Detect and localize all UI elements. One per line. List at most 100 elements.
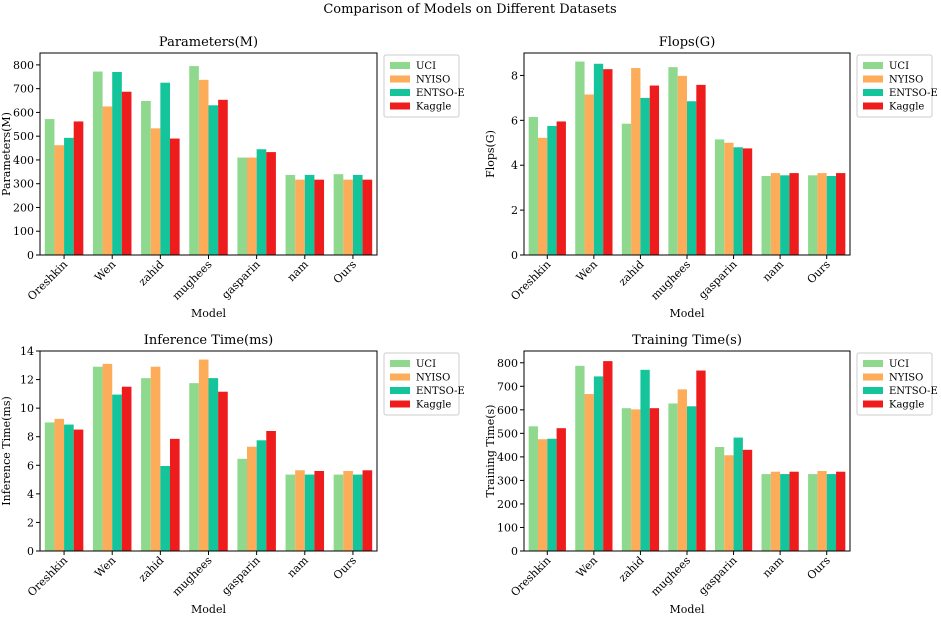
bar-kaggle-mughees xyxy=(696,370,706,551)
y-tick-label: 200 xyxy=(497,498,518,511)
legend-swatch-entso-e xyxy=(863,89,883,96)
bar-uci-wen xyxy=(575,61,585,255)
legend-swatch-nyiso xyxy=(390,75,410,83)
y-tick-label: 300 xyxy=(497,474,518,487)
bar-kaggle-ours xyxy=(836,173,846,255)
y-tick-label: 600 xyxy=(13,106,34,119)
bar-entso-e-ours xyxy=(826,474,837,551)
bar-kaggle-ours xyxy=(362,470,373,551)
y-tick-label: 2 xyxy=(511,204,518,217)
chart-title: Training Time(s) xyxy=(632,333,742,348)
bar-uci-mughees xyxy=(189,383,199,551)
bar-entso-e-zahid xyxy=(160,466,170,551)
legend-label-entso-e: ENTSO-E xyxy=(889,88,938,99)
bar-uci-oreshkin xyxy=(528,116,538,255)
bar-nyiso-gasparin xyxy=(724,455,734,551)
bar-kaggle-wen xyxy=(603,361,613,551)
bar-nyiso-mughees xyxy=(677,389,687,551)
x-tick-label-wen: Wen xyxy=(574,554,600,580)
x-tick-label-oreshkin: Oreshkin xyxy=(25,258,70,303)
bar-uci-nam xyxy=(285,474,296,551)
chart-flops-g: 0 2 4 6 8 Oreshkin Wen zahid mughees gasparin nam O… xyxy=(484,35,938,320)
bar-uci-ours xyxy=(808,175,818,255)
y-tick-label: 400 xyxy=(497,451,518,464)
bar-entso-e-ours xyxy=(826,176,837,255)
bar-entso-e-nam xyxy=(780,474,790,551)
y-tick-label: 14 xyxy=(20,345,34,358)
bar-uci-oreshkin xyxy=(528,426,538,551)
y-tick-label: 600 xyxy=(497,404,518,417)
y-axis-label: Inference Time(ms) xyxy=(0,396,13,505)
bar-kaggle-gasparin xyxy=(742,148,753,255)
bar-uci-wen xyxy=(575,365,585,551)
x-tick-label-zahid: zahid xyxy=(136,258,166,288)
x-tick-label-nam: nam xyxy=(760,554,787,581)
bar-uci-zahid xyxy=(621,123,632,255)
legend-label-entso-e: ENTSO-E xyxy=(416,88,465,99)
legend-swatch-nyiso xyxy=(863,75,883,83)
bar-kaggle-mughees xyxy=(218,99,228,255)
bar-entso-e-mughees xyxy=(687,101,697,255)
bar-kaggle-wen xyxy=(121,386,132,551)
bar-uci-gasparin xyxy=(237,157,248,255)
legend-swatch-entso-e xyxy=(390,387,410,394)
bar-kaggle-mughees xyxy=(696,84,706,256)
y-tick-label: 800 xyxy=(13,59,34,72)
bar-nyiso-ours xyxy=(343,179,353,255)
legend-label-uci: UCI xyxy=(416,359,436,370)
x-tick-label-mughees: mughees xyxy=(170,554,215,599)
legend-swatch-kaggle xyxy=(390,400,410,408)
x-tick-label-oreshkin: Oreshkin xyxy=(508,554,553,599)
y-tick-label: 500 xyxy=(497,427,518,440)
y-tick-label: 100 xyxy=(497,521,518,534)
bar-entso-e-gasparin xyxy=(733,147,743,255)
x-tick-label-zahid: zahid xyxy=(616,258,646,288)
legend-label-uci: UCI xyxy=(889,61,909,72)
chart-training-time-s: 0 100 200 300 400 500 600 700 800 Oreshkin Wen zahi… xyxy=(484,333,938,616)
bar-entso-e-mughees xyxy=(208,105,219,255)
legend-label-nyiso: NYISO xyxy=(889,373,923,384)
x-tick-label-ours: Ours xyxy=(331,258,360,287)
x-axis-label: Model xyxy=(670,603,705,616)
legend: UCI NYISO ENTSO-E Kaggle xyxy=(383,54,465,118)
y-tick-label: 800 xyxy=(497,357,518,370)
bar-kaggle-zahid xyxy=(169,438,180,551)
legend-label-uci: UCI xyxy=(889,359,909,370)
legend: UCI NYISO ENTSO-E Kaggle xyxy=(856,54,938,118)
y-tick-label: 4 xyxy=(511,159,518,172)
bar-uci-ours xyxy=(808,474,818,551)
bar-entso-e-oreshkin xyxy=(547,125,557,255)
bar-kaggle-mughees xyxy=(218,391,228,551)
bar-nyiso-wen xyxy=(102,363,113,551)
bar-nyiso-mughees xyxy=(677,75,687,255)
bar-nyiso-nam xyxy=(770,173,781,255)
bar-nyiso-oreshkin xyxy=(537,137,548,255)
y-tick-label: 700 xyxy=(13,83,34,96)
x-tick-label-gasparin: gasparin xyxy=(696,258,740,302)
bar-nyiso-zahid xyxy=(150,366,161,551)
bar-uci-gasparin xyxy=(714,447,725,551)
x-tick-label-gasparin: gasparin xyxy=(696,554,740,598)
y-tick-label: 6 xyxy=(511,114,518,127)
bar-entso-e-zahid xyxy=(640,97,650,255)
chart-title: Parameters(M) xyxy=(159,35,258,50)
y-tick-label: 300 xyxy=(13,178,34,191)
x-tick-label-gasparin: gasparin xyxy=(219,258,263,302)
x-tick-label-nam: nam xyxy=(760,258,787,285)
y-tick-label: 400 xyxy=(13,154,34,167)
y-tick-label: 6 xyxy=(27,459,34,472)
bar-entso-e-oreshkin xyxy=(64,137,74,255)
x-tick-label-oreshkin: Oreshkin xyxy=(508,258,553,303)
bar-kaggle-zahid xyxy=(169,138,180,255)
bar-nyiso-zahid xyxy=(631,409,641,551)
x-tick-label-zahid: zahid xyxy=(616,554,646,584)
legend-label-kaggle: Kaggle xyxy=(416,400,451,411)
y-tick-label: 10 xyxy=(20,402,34,415)
bar-uci-zahid xyxy=(621,408,632,551)
legend-label-kaggle: Kaggle xyxy=(889,400,924,411)
bar-nyiso-mughees xyxy=(198,359,209,551)
x-tick-label-wen: Wen xyxy=(574,258,600,284)
bar-kaggle-nam xyxy=(789,173,799,255)
legend: UCI NYISO ENTSO-E Kaggle xyxy=(383,352,465,416)
x-axis-label: Model xyxy=(670,307,705,320)
